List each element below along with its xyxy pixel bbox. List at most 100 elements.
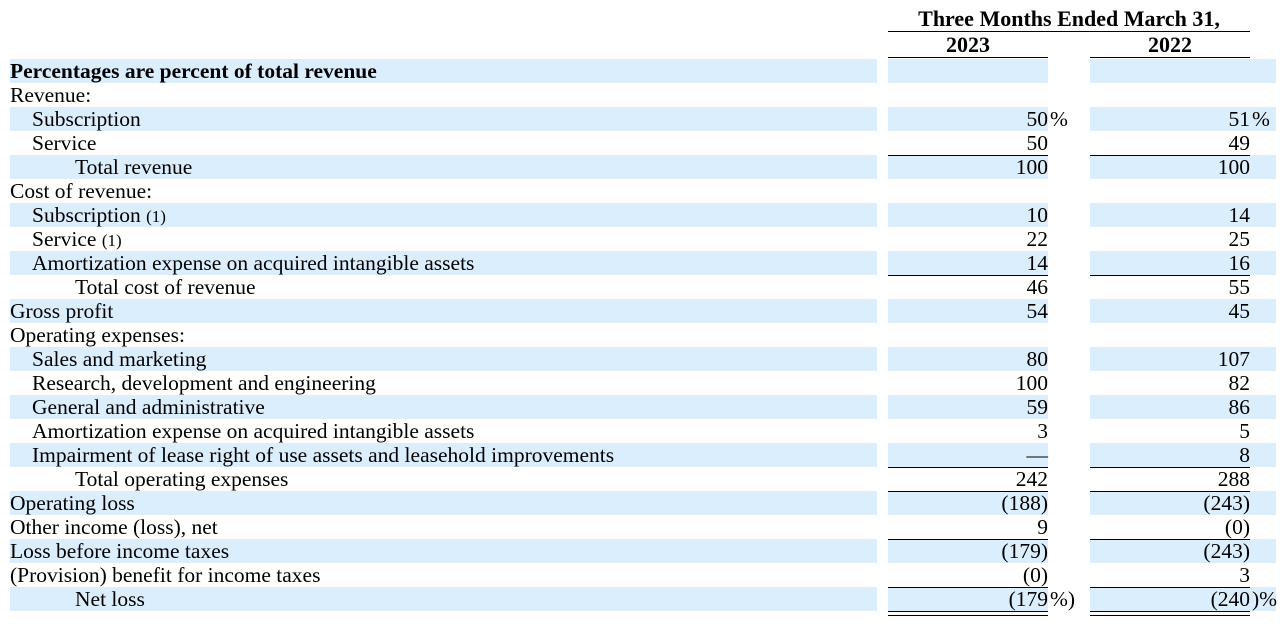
column-gap — [1048, 587, 1090, 611]
table-row: Amortization expense on acquired intangi… — [0, 419, 1280, 443]
table-row: Service 50 49 — [0, 131, 1280, 155]
value-2023: 46 — [1026, 275, 1049, 299]
table-row: Other income (loss), net 9 (0) — [0, 515, 1280, 539]
value-2023: 3 — [1037, 419, 1048, 443]
column-gap — [1048, 251, 1090, 275]
column-gap — [877, 539, 888, 563]
table-row: Amortization expense on acquired intangi… — [0, 251, 1280, 275]
column-gap — [1048, 539, 1090, 563]
year-rule-2023 — [888, 57, 1048, 58]
column-gap — [877, 491, 888, 515]
value-2022: 45 — [1228, 299, 1251, 323]
value-2023: 59 — [1026, 395, 1049, 419]
footnote-marker: (1) — [146, 207, 166, 226]
row-label: Total cost of revenue — [75, 275, 256, 299]
row-label: Impairment of lease right of use assets … — [32, 443, 614, 467]
row-label: Sales and marketing — [32, 347, 206, 371]
total-double-rule — [888, 611, 1048, 616]
table-row: Loss before income taxes (179) (243) — [0, 539, 1280, 563]
subtotal-rule — [888, 155, 1048, 156]
value-2023: 10 — [1026, 203, 1049, 227]
column-gap — [877, 203, 888, 227]
column-gap — [877, 395, 888, 419]
table-row: Total cost of revenue 46 55 — [0, 275, 1280, 299]
value-2023: 100 — [1015, 371, 1048, 395]
subtotal-rule — [888, 539, 1048, 540]
column-gap — [1048, 203, 1090, 227]
table-row: Revenue: — [0, 83, 1280, 107]
row-label-text: Research, development and engineering — [32, 371, 376, 395]
table-body: Percentages are percent of total revenue… — [0, 59, 1280, 616]
value-2023: (179 — [1008, 587, 1048, 611]
table-row: Cost of revenue: — [0, 179, 1280, 203]
row-label-text: Revenue: — [10, 83, 92, 107]
row-label: Net loss — [75, 587, 145, 611]
row-label-text: Operating expenses: — [10, 323, 185, 347]
row-label-text: Service — [32, 131, 97, 155]
row-label: Total revenue — [75, 155, 192, 179]
table-row: Sales and marketing 80 107 — [0, 347, 1280, 371]
row-label: Subscription (1) — [32, 203, 166, 229]
column-gap — [877, 443, 888, 467]
year-rule-2022 — [1090, 57, 1250, 58]
table-row: Net loss (179%) (240)% — [0, 587, 1280, 616]
column-gap — [1048, 443, 1090, 467]
column-gap — [1048, 395, 1090, 419]
value-2022: (243) — [1203, 491, 1250, 515]
row-label: Revenue: — [10, 83, 91, 107]
value-2023: (188) — [1001, 491, 1048, 515]
row-label-text: Subscription — [32, 107, 141, 131]
column-gap — [877, 299, 888, 323]
row-label-text: Service — [32, 227, 97, 251]
row-label-text: Net loss — [75, 587, 145, 611]
table-row: Service (1) 22 25 — [0, 227, 1280, 251]
value-2023: (0) — [1022, 563, 1048, 587]
value-2023: 100 — [1015, 155, 1048, 179]
value-2022: 49 — [1228, 131, 1251, 155]
row-label-text: General and administrative — [32, 395, 265, 419]
table-row: Subscription (1) 10 14 — [0, 203, 1280, 227]
table-row: Total revenue 100 100 — [0, 155, 1280, 179]
footnote-marker: (1) — [101, 231, 122, 250]
value-2022: (240 — [1210, 587, 1250, 611]
column-gap — [1048, 299, 1090, 323]
year-header-2022: 2022 — [1148, 32, 1192, 57]
value-2022: 14 — [1228, 203, 1251, 227]
header-rule — [888, 31, 1250, 32]
row-label: Operating loss — [10, 491, 135, 515]
subtotal-rule — [888, 275, 1048, 276]
row-label-text: Cost of revenue: — [10, 179, 153, 203]
period-header: Three Months Ended March 31, — [918, 6, 1220, 31]
row-label: Service — [32, 131, 96, 155]
table-row: Operating expenses: — [0, 323, 1280, 347]
value-2022: (0) — [1224, 515, 1250, 539]
value-2022: 5 — [1239, 419, 1250, 443]
column-gap — [1048, 491, 1090, 515]
row-label-text: Operating loss — [10, 491, 135, 515]
row-label: Research, development and engineering — [32, 371, 376, 395]
table-row: Total operating expenses 242 288 — [0, 467, 1280, 491]
value-2022: 82 — [1228, 371, 1251, 395]
row-label-text: Subscription — [32, 203, 141, 227]
row-label-text: Amortization expense on acquired intangi… — [32, 251, 475, 275]
column-gap — [1048, 107, 1090, 131]
row-label-text: Impairment of lease right of use assets … — [32, 443, 615, 467]
value-2023: 80 — [1026, 347, 1049, 371]
table-row: Gross profit 54 45 — [0, 299, 1280, 323]
value-suffix: % — [1252, 107, 1270, 131]
table-row: Impairment of lease right of use assets … — [0, 443, 1280, 467]
row-label: Other income (loss), net — [10, 515, 218, 539]
value-2022: 55 — [1228, 275, 1251, 299]
value-2023: — — [1026, 443, 1049, 467]
subtotal-rule — [1090, 491, 1250, 492]
subtotal-rule — [888, 491, 1048, 492]
row-label: Amortization expense on acquired intangi… — [32, 419, 474, 443]
row-label: (Provision) benefit for income taxes — [10, 563, 320, 587]
row-label-text: Total operating expenses — [75, 467, 289, 491]
row-label: Subscription — [32, 107, 141, 131]
table-row: Subscription 50% 51% — [0, 107, 1280, 131]
column-gap — [877, 251, 888, 275]
row-label-text: Amortization expense on acquired intangi… — [32, 419, 475, 443]
row-label: General and administrative — [32, 395, 265, 419]
